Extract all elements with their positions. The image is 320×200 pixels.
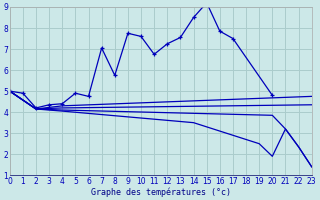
X-axis label: Graphe des températures (°c): Graphe des températures (°c) [91, 187, 231, 197]
